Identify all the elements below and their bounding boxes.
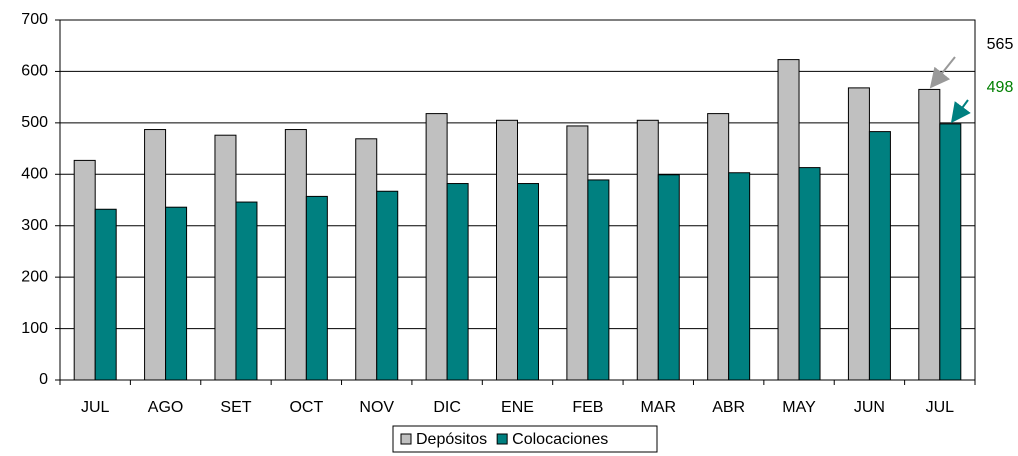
bar — [728, 172, 751, 381]
annotation-arrow — [950, 99, 971, 124]
y-tick-label: 200 — [21, 268, 48, 285]
y-tick-label: 400 — [21, 166, 48, 183]
bar — [214, 134, 237, 381]
x-tick-label: SET — [220, 399, 251, 416]
bar — [284, 129, 307, 381]
x-tick-label: MAY — [782, 399, 816, 416]
bar — [707, 113, 730, 381]
y-tick-label: 500 — [21, 114, 48, 131]
bar — [777, 59, 800, 381]
y-tick-label: 300 — [21, 217, 48, 234]
legend-box — [392, 425, 658, 453]
bar — [566, 125, 589, 381]
bar — [847, 87, 870, 381]
y-tick-label: 700 — [21, 11, 48, 28]
legend-swatch — [496, 433, 508, 445]
bar — [868, 131, 891, 381]
x-tick-label: NOV — [359, 399, 394, 416]
annotation: 498 — [987, 79, 1014, 96]
bar — [587, 179, 610, 381]
legend-label: Depósitos — [416, 431, 487, 448]
x-tick-label: ENE — [501, 399, 534, 416]
x-tick-label: FEB — [572, 399, 603, 416]
bar — [496, 119, 518, 381]
bar — [657, 174, 680, 381]
legend: Depósitos Colocaciones — [392, 425, 658, 453]
bar — [425, 113, 448, 381]
x-tick-label: OCT — [289, 399, 323, 416]
x-tick-label: JUN — [854, 399, 885, 416]
bar — [376, 190, 399, 381]
bar — [939, 123, 962, 381]
bar — [517, 183, 539, 381]
bar — [165, 206, 188, 381]
y-tick-label: 0 — [39, 371, 48, 388]
x-tick-label: ABR — [712, 399, 745, 416]
x-tick-label: DIC — [433, 399, 461, 416]
x-tick-label: AGO — [148, 399, 184, 416]
bar — [918, 88, 941, 381]
bar — [144, 129, 167, 381]
bar — [355, 138, 378, 381]
bar — [446, 183, 469, 381]
legend-label: Colocaciones — [512, 431, 608, 448]
legend-swatch — [400, 433, 412, 445]
y-tick-label: 100 — [21, 320, 48, 337]
bar — [235, 201, 258, 381]
x-tick-label: JUL — [81, 399, 110, 416]
bar — [798, 167, 821, 381]
bar — [94, 208, 117, 381]
x-tick-label: JUL — [926, 399, 955, 416]
annotation: 565 — [987, 36, 1014, 53]
y-tick-label: 600 — [21, 63, 48, 80]
bar — [305, 195, 328, 381]
x-tick-label: MAR — [640, 399, 676, 416]
bar — [636, 119, 659, 381]
bar — [73, 159, 96, 381]
annotation-arrow — [929, 56, 956, 89]
